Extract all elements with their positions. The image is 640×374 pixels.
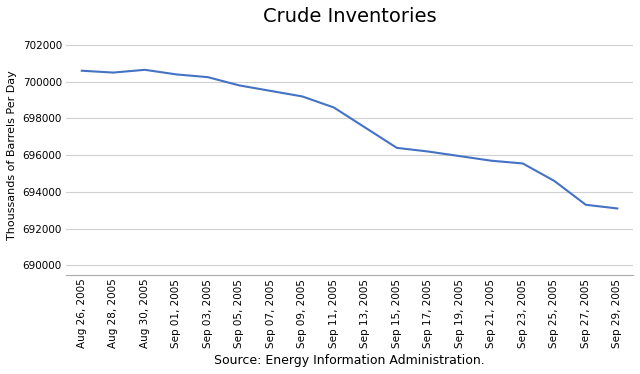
X-axis label: Source: Energy Information Administration.: Source: Energy Information Administratio…: [214, 354, 485, 367]
Title: Crude Inventories: Crude Inventories: [263, 7, 436, 26]
Y-axis label: Thoussands of Barrels Per Day: Thoussands of Barrels Per Day: [7, 70, 17, 240]
